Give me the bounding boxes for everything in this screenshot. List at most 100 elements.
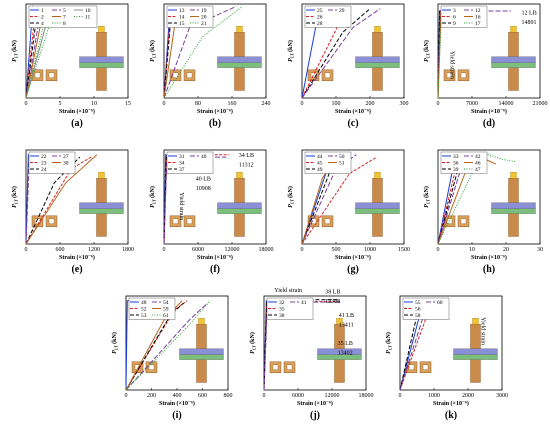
y-axis-label: PLT (kN) (249, 332, 257, 354)
load-plate (510, 172, 517, 179)
panel-caption: (h) (483, 264, 495, 275)
legend-label: 39 (453, 167, 459, 173)
legend-label: 8 (63, 21, 66, 27)
section-hole (48, 218, 55, 225)
x-axis-label: Strain (×10⁻⁶) (59, 108, 95, 115)
legend-label: 36 (453, 161, 459, 167)
series-line (125, 302, 208, 391)
x-tick-label: 2000 (462, 393, 474, 399)
panel-caption: (c) (347, 118, 358, 129)
specimen-slab (217, 208, 262, 214)
x-axis-label: Strain (×10⁻⁶) (433, 400, 469, 407)
x-tick-label: 6000 (292, 393, 304, 399)
x-tick-label: 7000 (466, 101, 478, 107)
legend-label: 42 (475, 154, 481, 160)
series-line (125, 300, 211, 391)
load-plate (472, 318, 479, 325)
y-axis-label: PLT (kN) (287, 186, 295, 208)
legend-label: 22 (41, 154, 47, 160)
series-line (25, 154, 98, 245)
legend-label: 56 (415, 307, 421, 313)
annotation: 35 LB (338, 341, 353, 347)
annotation: 38 LB (325, 290, 340, 296)
legend-label: 31 (179, 154, 185, 160)
specimen-slab (79, 208, 124, 214)
section-hole (34, 72, 41, 79)
y-axis-label: PLT (kN) (149, 186, 157, 208)
legend-label: 38 (279, 313, 285, 319)
legend-label: 11 (85, 15, 91, 21)
x-tick-label: 5 (59, 101, 62, 107)
chart-panel: 0 1000 2000 3000 Strain (×10⁻⁶) PLT (kN) 55565… (385, 295, 508, 421)
legend-label: 55 (415, 300, 421, 306)
legend-label: 30 (63, 161, 69, 167)
section-hole (148, 364, 155, 370)
legend-label: 51 (339, 161, 345, 167)
load-plate (98, 26, 105, 33)
x-tick-label: 10 (91, 101, 97, 107)
legend-label: 61 (163, 313, 169, 319)
section-hole (272, 364, 279, 370)
section-hole (408, 364, 415, 370)
load-plate (198, 318, 205, 325)
annotation: 13308 (325, 299, 340, 305)
x-tick-label: 1500 (398, 247, 410, 253)
x-tick-label: 200 (366, 101, 375, 107)
legend-box (28, 5, 98, 28)
series-line (301, 8, 371, 99)
legend-label: 10 (85, 8, 91, 14)
legend-label: 19 (201, 8, 207, 14)
legend-label: 49 (317, 167, 323, 173)
x-tick-label: 18000 (359, 393, 374, 399)
panel-caption: (d) (483, 118, 495, 129)
legend-label: 29 (339, 8, 345, 14)
legend-label: 4 (41, 21, 44, 27)
specimen-beam (491, 56, 536, 63)
panel-caption: (f) (210, 264, 220, 275)
specimen-beam (217, 56, 262, 63)
x-axis-label: Strain (×10⁻⁶) (197, 254, 233, 261)
legend-label: 9 (453, 21, 456, 27)
x-tick-label: 1000 (364, 247, 376, 253)
legend-label: 3 (453, 8, 456, 14)
legend-label: 14 (179, 15, 185, 21)
y-axis-label: PLT (kN) (423, 40, 431, 62)
x-tick-label: 0 (163, 101, 166, 107)
section-hole (286, 364, 293, 370)
series-line (437, 151, 517, 245)
x-tick-label: 14000 (499, 101, 514, 107)
legend-label: 25 (317, 8, 323, 14)
chart-panel: 0 7000 14000 21000 Strain (×10⁻⁶) PLT (kN) 369… (423, 3, 548, 129)
x-tick-label: 80 (195, 101, 201, 107)
x-axis-label: Strain (×10⁻⁶) (197, 108, 233, 115)
x-tick-label: 3000 (496, 393, 508, 399)
annotation: 34 LB (239, 153, 254, 159)
legend-label: 32 (279, 300, 285, 306)
annotation: 13411 (339, 323, 354, 329)
panel-caption: (k) (445, 410, 457, 421)
legend-label: 59 (163, 307, 169, 313)
x-tick-label: 240 (262, 101, 271, 107)
x-tick-label: 0 (25, 247, 28, 253)
legend-label: 26 (317, 15, 323, 21)
x-tick-label: 1200 (88, 247, 100, 253)
legend-label: 20 (201, 15, 207, 21)
load-plate (236, 26, 243, 33)
section-hole (48, 72, 55, 79)
legend-label: 50 (339, 154, 345, 160)
section-hole (324, 72, 331, 79)
specimen-slab (179, 354, 224, 360)
specimen-slab (217, 62, 262, 68)
x-tick-label: 12000 (325, 393, 340, 399)
legend-label: 58 (415, 313, 421, 319)
y-axis-label: PLT (kN) (423, 186, 431, 208)
legend-label: 6 (453, 15, 456, 21)
specimen-slab (355, 208, 400, 214)
specimen-slab (317, 354, 362, 360)
legend-label: 17 (475, 21, 481, 27)
panel-caption: (b) (209, 118, 221, 129)
legend-label: 7 (63, 15, 66, 21)
